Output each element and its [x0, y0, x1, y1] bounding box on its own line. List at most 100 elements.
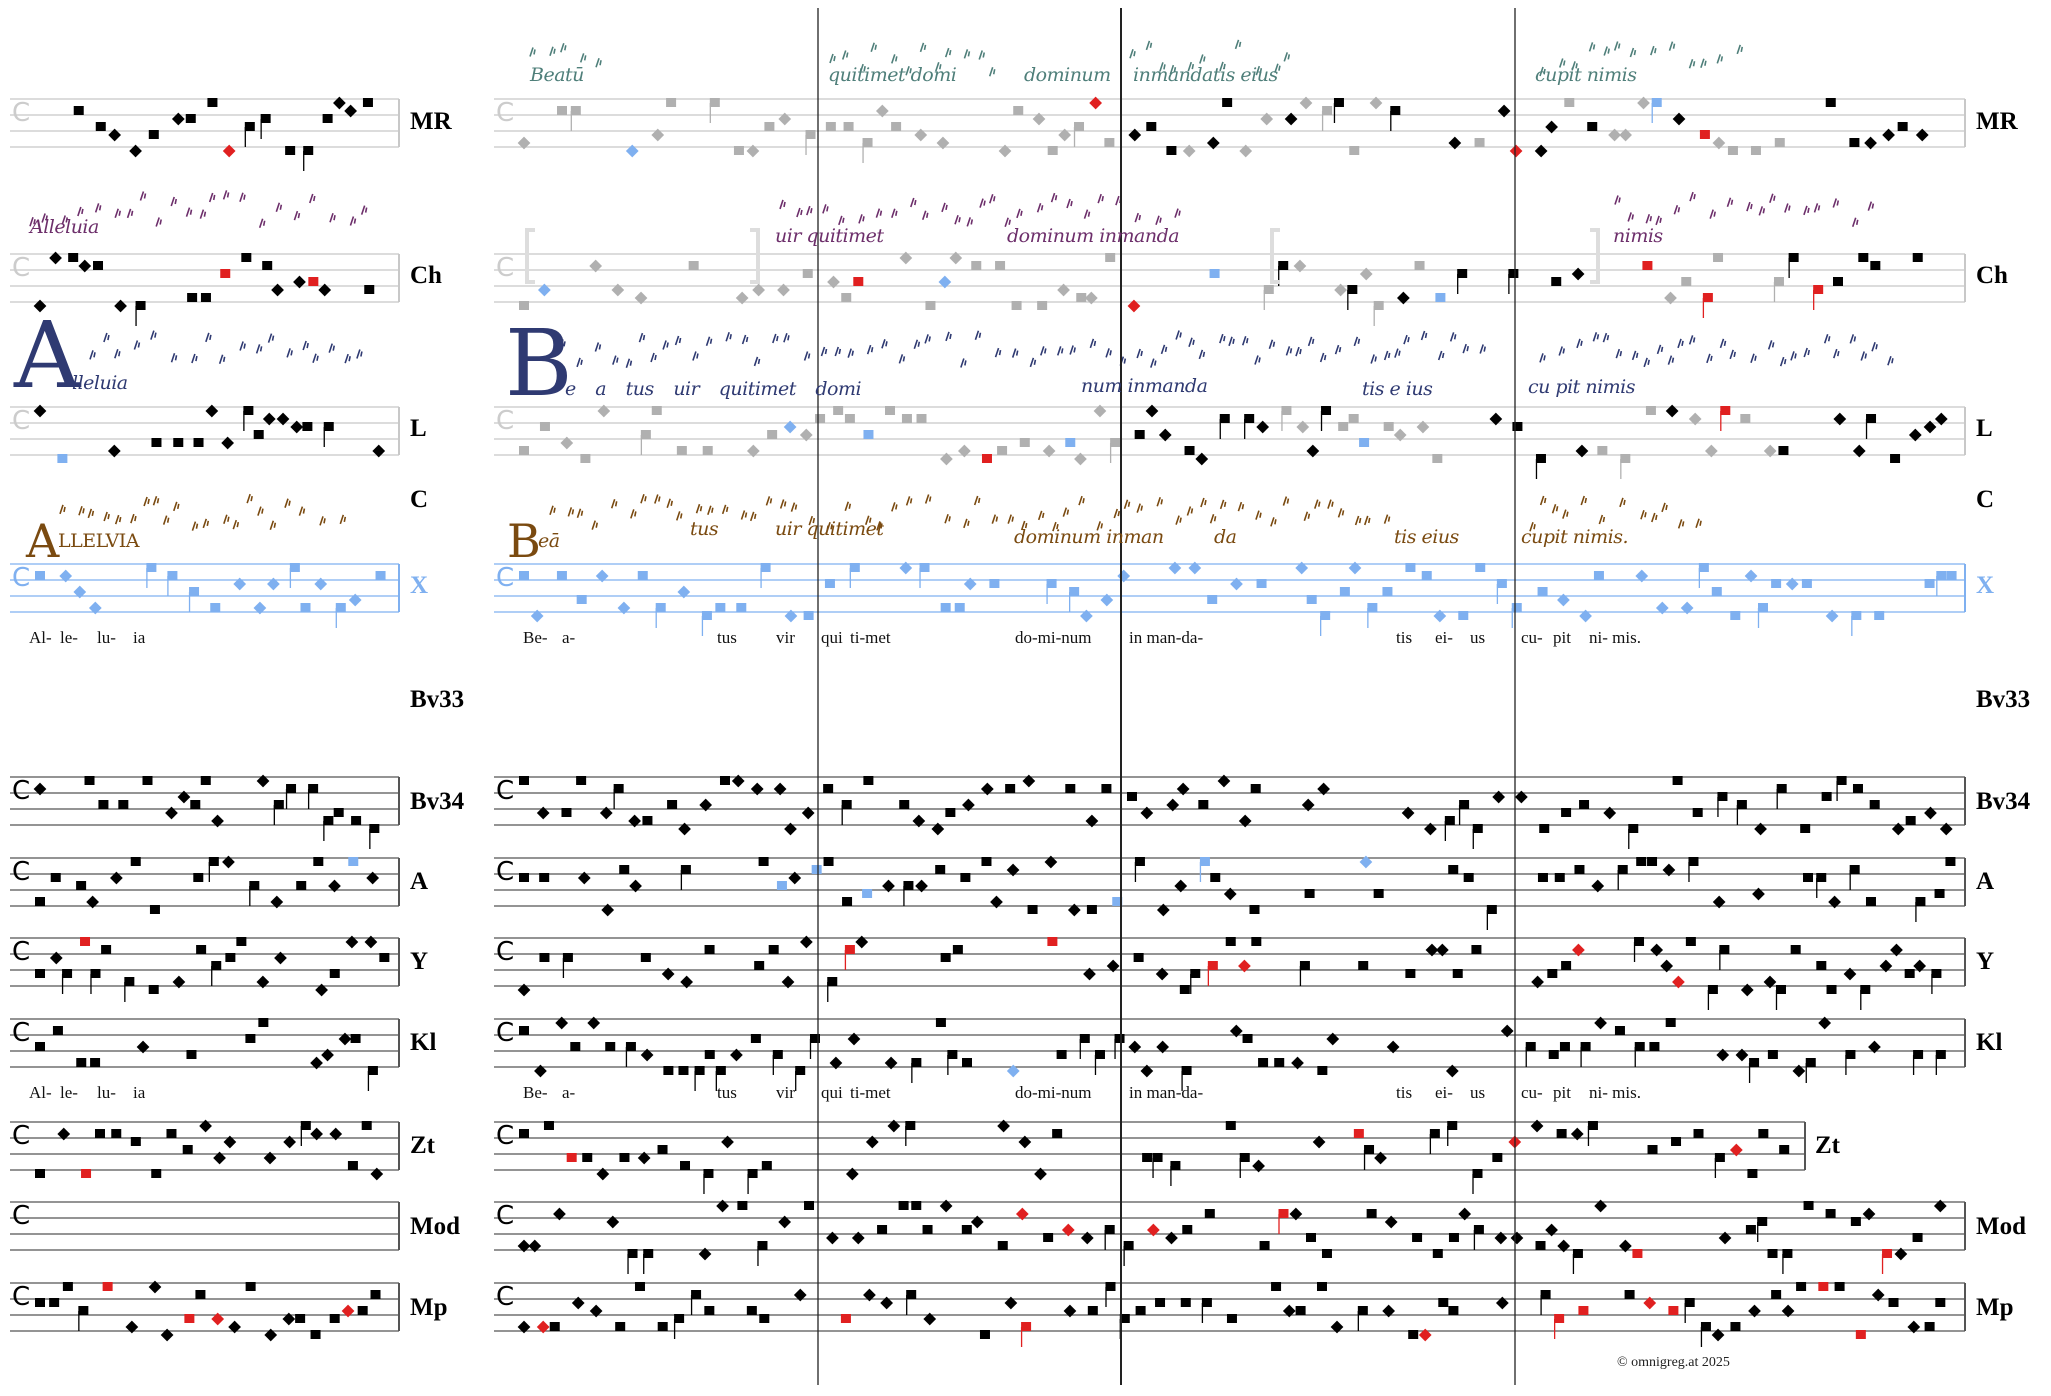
lyric-syllable: cu- — [1521, 1083, 1543, 1102]
neume-punctum — [308, 784, 319, 793]
neume-punctum — [1773, 277, 1784, 286]
neume-punctum — [1593, 571, 1604, 580]
neume-punctum — [841, 293, 852, 302]
neume-sign — [695, 503, 703, 514]
neume-sign — [1029, 357, 1037, 368]
neume-sign — [549, 505, 556, 515]
neume-sign — [1706, 353, 1713, 364]
neume-sign — [1592, 332, 1600, 342]
neume-diamond — [1291, 1056, 1304, 1070]
neume-sign — [674, 335, 682, 346]
neume-punctum — [1624, 1290, 1635, 1299]
neume-punctum — [1432, 454, 1443, 463]
neume-punctum — [190, 800, 201, 809]
neume-punctum — [323, 422, 334, 431]
neume-sign — [1529, 521, 1536, 532]
neume-sign — [576, 357, 583, 368]
neume-sign — [1479, 344, 1486, 354]
neume-sign — [1849, 334, 1857, 344]
neume-sign — [349, 216, 357, 226]
neume-punctum — [759, 1314, 770, 1323]
neume-punctum — [1790, 945, 1801, 954]
neume-punctum — [1199, 857, 1210, 866]
neume-sign — [1050, 192, 1058, 203]
neume-sign — [1767, 340, 1775, 350]
neume-punctum — [1774, 138, 1785, 147]
neume-punctum — [519, 873, 529, 882]
neume-diamond — [1907, 1320, 1921, 1334]
neume-punctum — [1207, 595, 1218, 604]
neume-sign — [1056, 346, 1064, 356]
neume-punctum — [1700, 1322, 1711, 1331]
neume-sign — [806, 205, 813, 216]
neume-punctum — [905, 1121, 916, 1130]
row-label-l-left: L — [410, 415, 427, 442]
neume-sign — [1571, 61, 1578, 71]
neume-punctum — [1104, 138, 1115, 147]
neume-punctum — [1574, 865, 1585, 874]
neume-punctum — [1720, 406, 1731, 415]
neume-punctum — [1170, 1161, 1181, 1170]
neume-diamond — [262, 412, 276, 426]
neume-diamond — [33, 404, 47, 418]
neume-sign — [1096, 521, 1104, 531]
neume-sign — [974, 330, 982, 341]
neume-sign — [1613, 41, 1621, 51]
lyric-syllable: tus — [717, 1083, 737, 1102]
neume-punctum — [1105, 253, 1116, 262]
ms-c-initial-a: A — [26, 514, 59, 568]
neume-punctum — [102, 1282, 113, 1291]
neume-sign — [1867, 201, 1875, 211]
ms-l-initial-b: B — [505, 310, 573, 417]
neume-punctum — [637, 571, 648, 580]
neume-punctum — [184, 1314, 195, 1323]
neume-punctum — [1757, 1217, 1768, 1226]
neume-punctum — [1597, 446, 1608, 455]
clef-icon: C — [496, 563, 514, 593]
neume-punctum — [166, 1129, 177, 1138]
neume-punctum — [757, 1241, 768, 1250]
neume-punctum — [1486, 905, 1497, 914]
neume-sign — [298, 506, 306, 516]
neume-punctum — [1865, 897, 1876, 906]
lyric-syllable: vir — [776, 1083, 795, 1102]
neume-punctum — [694, 1066, 705, 1075]
neume-punctum — [300, 1121, 311, 1130]
neume-punctum — [640, 430, 651, 439]
neume-sign — [1123, 499, 1131, 510]
neume-punctum — [35, 1169, 45, 1178]
row-label-mod-left: Mod — [410, 1213, 460, 1240]
neume-punctum — [1152, 1153, 1163, 1162]
lyric-syllable: do-mi-num — [1015, 1083, 1092, 1102]
neume-sign — [1282, 496, 1290, 506]
neume-sign — [576, 508, 584, 519]
neume-diamond — [1386, 1040, 1400, 1054]
neume-sign — [78, 506, 85, 516]
neume-punctum — [1209, 269, 1220, 278]
neume-sign — [753, 356, 761, 367]
neume-sign — [1150, 358, 1157, 368]
neume-punctum — [1511, 603, 1522, 612]
neume-sign — [319, 516, 326, 526]
neume-punctum — [1651, 98, 1662, 107]
neume-punctum — [76, 1058, 87, 1067]
neume-punctum — [1239, 1153, 1250, 1162]
neume-punctum — [1114, 1034, 1125, 1043]
neume-diamond — [49, 251, 62, 265]
neume-sign — [1716, 54, 1724, 64]
neume-sign — [1089, 338, 1097, 349]
neume-punctum — [249, 881, 260, 890]
neume-sign — [1562, 509, 1569, 519]
ms-c-ea: eā — [538, 530, 560, 552]
neume-sign — [1007, 514, 1014, 524]
neume-diamond — [108, 128, 122, 142]
neume-punctum — [1645, 406, 1656, 415]
neume-punctum — [1642, 261, 1653, 270]
neume-punctum — [1915, 897, 1926, 906]
neume-sign — [312, 353, 319, 364]
neume-punctum — [98, 800, 109, 809]
neume-sign — [1631, 350, 1639, 361]
neume-punctum — [1508, 269, 1519, 278]
neume-punctum — [1945, 857, 1956, 866]
neume-sign — [1134, 212, 1142, 223]
